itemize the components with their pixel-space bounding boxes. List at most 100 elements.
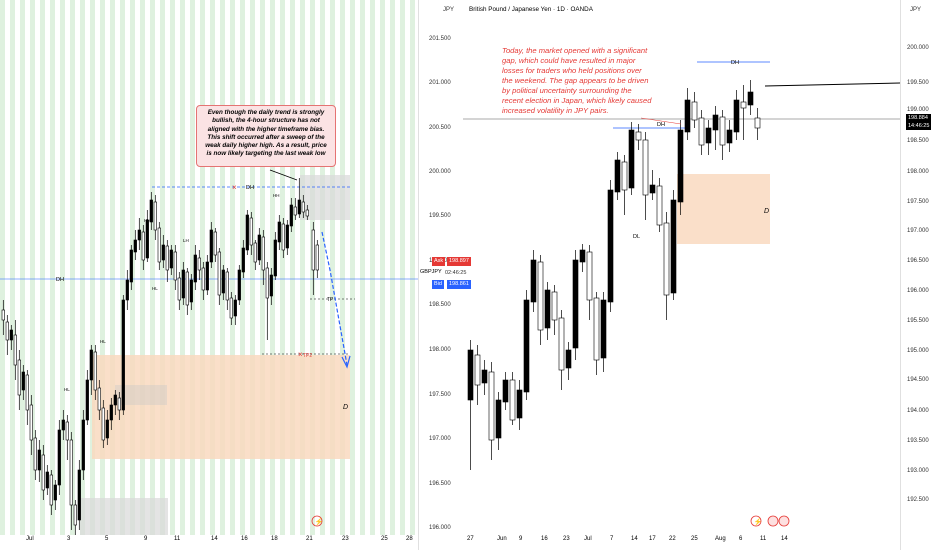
right-candle	[705, 127, 712, 144]
left-x-axis[interactable]: Jul 3 5 9 11 14 16 18 21 23 25 28	[0, 535, 418, 550]
right-candle	[502, 379, 509, 403]
right-candle	[481, 369, 488, 384]
symbol-title: British Pound / Japanese Yen · 1D · OAND…	[469, 6, 593, 13]
y-tick: 200.000	[907, 45, 929, 51]
session-stripe	[320, 0, 325, 535]
left-candle	[257, 234, 261, 261]
right-candle	[530, 259, 537, 303]
price-value-right: 198.884	[908, 115, 928, 121]
middle-price-axis[interactable]: JPY 201.500 201.000 200.500 200.000 199.500 1…	[418, 0, 471, 550]
left-candle	[49, 474, 53, 506]
ask-value: 198.897	[449, 258, 469, 264]
session-stripe	[50, 0, 55, 535]
y-tick: 194.500	[907, 377, 929, 383]
y-tick: 195.000	[907, 348, 929, 354]
bid-label: Bid	[434, 281, 442, 287]
y-tick: 198.000	[429, 347, 451, 353]
bid-value-tag: 198.861	[447, 280, 471, 289]
left-candle	[33, 437, 37, 471]
right-candle	[698, 117, 705, 146]
symbol-label: GBPJPY	[420, 269, 442, 275]
x-tick: 22	[669, 536, 676, 542]
countdown-left: 02:46:25	[445, 270, 467, 276]
session-stripe	[60, 0, 65, 535]
bid-tag: Bid	[432, 280, 444, 289]
x-tick: 25	[691, 536, 698, 542]
left-candle	[109, 404, 113, 421]
session-stripe	[330, 0, 335, 535]
left-candle	[281, 223, 285, 251]
session-stripe	[40, 0, 45, 535]
right-candle	[467, 349, 474, 401]
session-stripe	[190, 0, 195, 535]
session-stripe	[300, 0, 305, 535]
y-tick: 198.000	[907, 169, 929, 175]
session-stripe	[160, 0, 165, 535]
y-tick: 201.000	[429, 80, 451, 86]
left-candle	[89, 349, 93, 381]
y-tick: 199.000	[907, 107, 929, 113]
gap-line	[764, 82, 900, 87]
right-candle	[537, 261, 544, 331]
inner-gray-zone	[115, 385, 167, 405]
hh-label-2: HH	[273, 193, 280, 198]
x-tick: 16	[241, 536, 248, 542]
y-tick: 197.500	[429, 392, 451, 398]
y-tick: 194.000	[907, 408, 929, 414]
left-candle	[249, 217, 253, 246]
left-candle	[101, 407, 105, 441]
right-candle	[726, 129, 733, 144]
left-candle	[61, 419, 65, 431]
left-candle	[121, 299, 125, 411]
session-stripe	[400, 0, 405, 535]
session-stripe	[370, 0, 375, 535]
x-tick: Aug	[715, 536, 726, 542]
svg-text:⚡: ⚡	[315, 517, 324, 526]
left-candle	[245, 214, 249, 251]
left-candle	[5, 321, 9, 341]
left-candle	[29, 404, 33, 441]
session-stripe	[390, 0, 395, 535]
d-label-right: D	[764, 208, 769, 215]
x-tick: 5	[105, 536, 109, 542]
x-tick: Jul	[26, 536, 34, 542]
projection-arrow	[321, 231, 348, 366]
left-candle	[9, 329, 13, 341]
flash-icon-left[interactable]: ⚡	[311, 515, 324, 527]
tp2-x-mark: ×	[298, 350, 303, 359]
right-price-axis[interactable]: JPY 200.000 199.500 199.000 198.500 198.000 1…	[900, 0, 932, 550]
left-chart-panel[interactable]: × × DH DH D TP TP2 HL HL HL LH HH HH ⚡ E…	[0, 0, 418, 535]
session-stripe	[410, 0, 415, 535]
right-candle	[621, 161, 628, 191]
right-candle	[586, 251, 593, 301]
left-candle	[273, 239, 277, 277]
ask-label: Ask	[434, 258, 444, 264]
left-candle	[297, 199, 301, 215]
right-candle	[572, 259, 579, 349]
x-tick: 14	[211, 536, 218, 542]
d-label-left: D	[343, 404, 348, 411]
left-candle	[205, 261, 209, 291]
left-candle	[277, 221, 281, 243]
session-stripe	[10, 0, 15, 535]
y-tick: 196.500	[429, 481, 451, 487]
session-stripe	[0, 0, 5, 535]
right-candle	[635, 131, 642, 141]
right-x-axis[interactable]: 27 Jun 9 16 23 Jul 7 14 17 22 25 Aug 6 11 14	[463, 535, 900, 550]
left-candle	[41, 454, 45, 491]
lh-label-1: LH	[183, 238, 189, 243]
hl-label-3: HL	[152, 286, 158, 291]
right-chart-panel[interactable]: DH DH DL D ⚡ British Pound / Japanese Ye…	[463, 0, 900, 535]
x-tick: 25	[381, 536, 388, 542]
left-candle	[213, 231, 217, 256]
right-candle	[593, 297, 600, 361]
right-candle	[551, 291, 558, 321]
left-candle	[261, 236, 265, 271]
left-candle	[53, 484, 57, 501]
right-candle	[754, 117, 761, 129]
session-stripe	[80, 0, 85, 535]
right-candle	[719, 116, 726, 146]
y-tick: 200.000	[429, 169, 451, 175]
event-icons[interactable]: ⚡	[750, 515, 790, 527]
right-candle	[495, 399, 502, 439]
